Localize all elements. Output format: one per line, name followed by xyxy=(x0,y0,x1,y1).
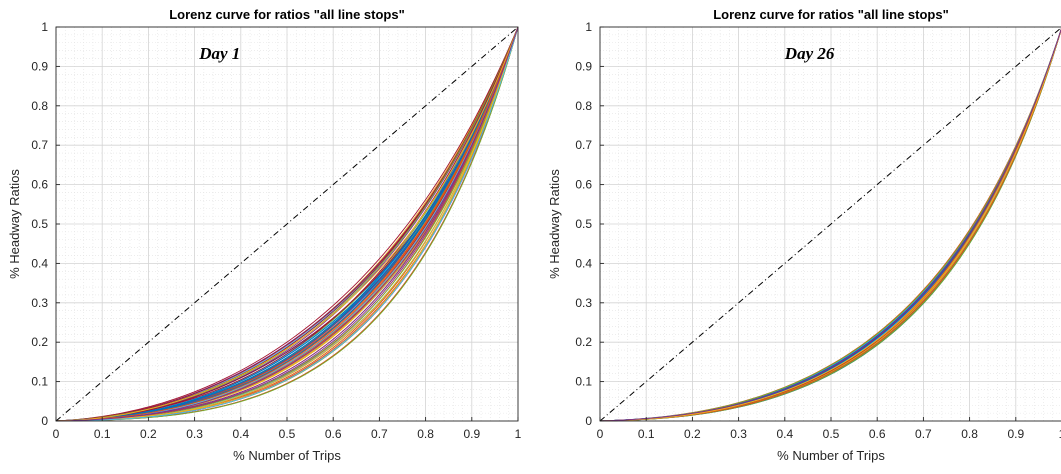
x-tick-label: 1 xyxy=(515,427,522,441)
x-tick-label: 0.8 xyxy=(417,427,434,441)
y-tick-label: 0.1 xyxy=(31,375,48,389)
x-tick-label: 0.5 xyxy=(279,427,296,441)
lorenz-curves xyxy=(599,28,1061,422)
chart-title: Lorenz curve for ratios "all line stops" xyxy=(169,7,405,22)
y-tick-label: 0.9 xyxy=(31,59,48,73)
lorenz-curve xyxy=(55,26,519,422)
x-tick-label: 0 xyxy=(53,427,60,441)
y-tick-label: 0 xyxy=(41,414,48,428)
lorenz-curve xyxy=(599,28,1061,422)
y-tick-label: 0.6 xyxy=(31,178,48,192)
y-tick-label: 0.7 xyxy=(31,138,48,152)
lorenz-chart-svg-day-1: 0 0.1 0.2 0.3 0.4 0.5 0.6 0.7 0.8 0.9 1 0 0.1 0.2 0.3 0… xyxy=(7,7,522,463)
y-tick-label: 0.9 xyxy=(575,59,592,73)
equality-line xyxy=(599,27,1061,422)
lorenz-curve xyxy=(55,26,519,422)
y-tick-label: 0.4 xyxy=(575,256,592,270)
y-tick-label: 0.1 xyxy=(575,375,592,389)
lorenz-curve xyxy=(55,26,519,422)
lorenz-curves xyxy=(55,26,519,422)
y-tick-label: 0.2 xyxy=(31,335,48,349)
x-tick-label: 0.9 xyxy=(463,427,480,441)
x-axis-label: % Number of Trips xyxy=(777,448,885,463)
x-tick-label: 0.1 xyxy=(638,427,655,441)
y-tick-label: 0.6 xyxy=(575,178,592,192)
y-tick-label: 0.7 xyxy=(575,138,592,152)
lorenz-curve xyxy=(55,26,519,422)
y-tick-label: 0.8 xyxy=(31,99,48,113)
y-axis-label: % Headway Ratios xyxy=(7,169,22,279)
major-grid xyxy=(600,27,1061,421)
lorenz-curve xyxy=(55,26,519,422)
x-tick-label: 0.3 xyxy=(186,427,203,441)
y-tick-label: 0.4 xyxy=(31,256,48,270)
x-tick-label: 0.6 xyxy=(869,427,886,441)
x-tick-label: 0.8 xyxy=(961,427,978,441)
y-tick-label: 1 xyxy=(41,20,48,34)
x-tick-label: 0.6 xyxy=(325,427,342,441)
day-annotation: Day 26 xyxy=(784,44,835,63)
x-tick-label: 0 xyxy=(597,427,604,441)
y-tick-label: 0.2 xyxy=(575,335,592,349)
y-tick-label: 0.8 xyxy=(575,99,592,113)
chart-title: Lorenz curve for ratios "all line stops" xyxy=(713,7,949,22)
x-tick-label: 0.2 xyxy=(140,427,157,441)
lorenz-chart-day-26: 0 0.1 0.2 0.3 0.4 0.5 0.6 0.7 0.8 0.9 1 0 0.1 0.2 0.3 0… xyxy=(540,0,1061,474)
lorenz-curve xyxy=(599,28,1061,422)
x-tick-label: 0.7 xyxy=(371,427,388,441)
x-tick-label: 1 xyxy=(1059,427,1061,441)
day-annotation: Day 1 xyxy=(198,44,240,63)
x-tick-label: 0.1 xyxy=(94,427,111,441)
x-tick-label: 0.5 xyxy=(823,427,840,441)
y-tick-label: 0.5 xyxy=(31,217,48,231)
x-tick-label: 0.2 xyxy=(684,427,701,441)
y-tick-label: 0.3 xyxy=(575,296,592,310)
lorenz-curve xyxy=(55,26,519,422)
x-tick-label: 0.4 xyxy=(776,427,793,441)
x-tick-label: 0.3 xyxy=(730,427,747,441)
lorenz-chart-svg-day-26: 0 0.1 0.2 0.3 0.4 0.5 0.6 0.7 0.8 0.9 1 0 0.1 0.2 0.3 0… xyxy=(547,7,1061,463)
x-tick-label: 0.4 xyxy=(232,427,249,441)
equality-line xyxy=(55,26,519,422)
y-tick-label: 0.5 xyxy=(575,217,592,231)
y-tick-label: 0 xyxy=(585,414,592,428)
x-tick-label: 0.9 xyxy=(1007,427,1024,441)
x-tick-label: 0.7 xyxy=(915,427,932,441)
lorenz-chart-day-1: 0 0.1 0.2 0.3 0.4 0.5 0.6 0.7 0.8 0.9 1 0 0.1 0.2 0.3 0… xyxy=(0,0,530,474)
y-tick-label: 1 xyxy=(585,20,592,34)
y-axis-label: % Headway Ratios xyxy=(547,169,562,279)
y-tick-label: 0.3 xyxy=(31,296,48,310)
x-axis-label: % Number of Trips xyxy=(233,448,341,463)
lorenz-curve xyxy=(55,26,519,422)
major-grid xyxy=(56,27,518,421)
